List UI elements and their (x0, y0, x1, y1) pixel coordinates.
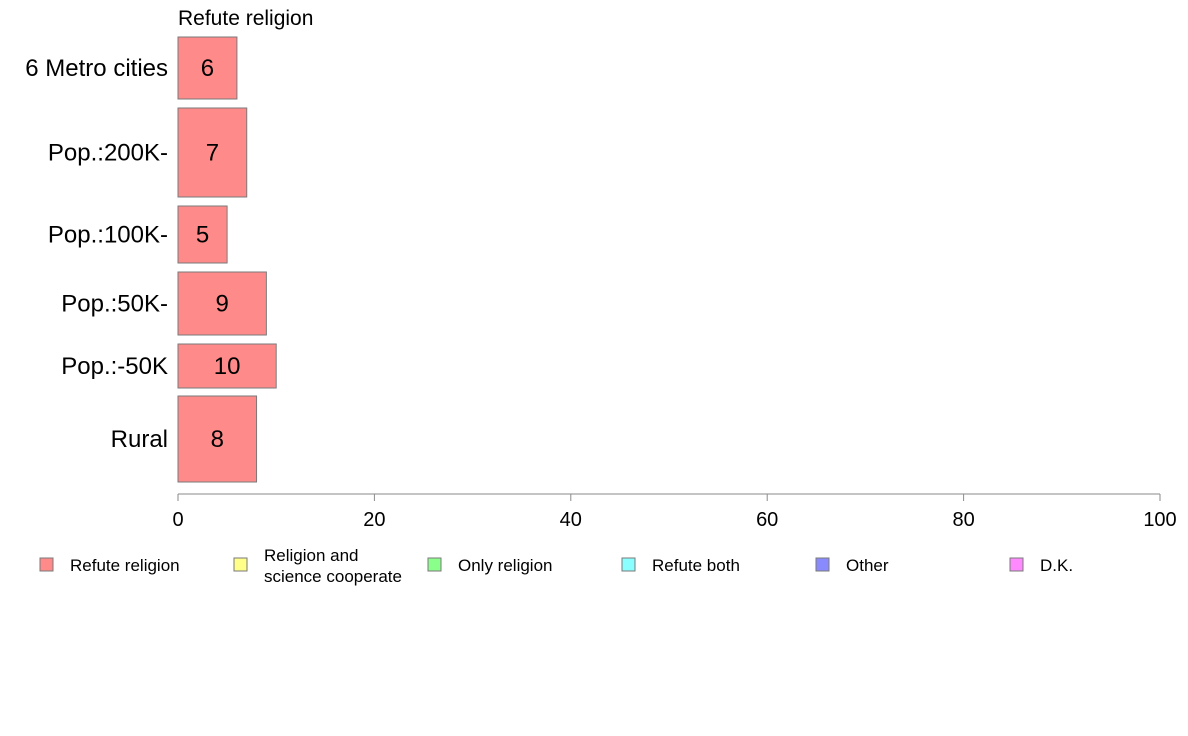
category-label: Pop.:200K- (48, 140, 168, 167)
bar-value-label: 10 (214, 353, 241, 380)
legend-label: D.K. (1040, 556, 1073, 575)
category-label: Pop.:50K- (61, 291, 168, 318)
legend-label: Only religion (458, 556, 553, 575)
legend-label: Other (846, 556, 889, 575)
category-label: Pop.:-50K (61, 353, 168, 380)
x-tick-label: 20 (363, 509, 385, 531)
bar-1 (177, 36, 238, 100)
bar-value-label: 9 (216, 291, 229, 318)
legend-label: Religion and science cooperate (264, 546, 402, 586)
x-tick-label: 100 (1143, 509, 1176, 531)
legend-swatch (39, 557, 54, 572)
bar-6 (177, 395, 258, 483)
bar-4 (177, 271, 267, 336)
bar-2 (177, 107, 248, 198)
legend-label: Refute both (652, 556, 740, 575)
legend-swatch (233, 557, 248, 572)
x-tick-label: 60 (756, 509, 778, 531)
x-tick-label: 40 (560, 509, 582, 531)
legend-swatch (427, 557, 442, 572)
legend-label: Refute religion (70, 556, 180, 575)
x-tick-label: 80 (952, 509, 974, 531)
bar-value-label: 6 (201, 55, 214, 82)
legend-swatch (621, 557, 636, 572)
x-axis: 0 20 40 60 80 100 (172, 493, 1177, 531)
chart-title: Refute religion (178, 7, 313, 30)
bar-3 (177, 205, 228, 264)
category-label: Rural (111, 426, 168, 453)
legend-swatch (1009, 557, 1024, 572)
category-label: Pop.:100K- (48, 222, 168, 249)
x-tick-label: 0 (172, 509, 183, 531)
bar-value-label: 8 (211, 426, 224, 453)
bar-value-label: 5 (196, 222, 209, 249)
bar-value-label: 7 (206, 140, 219, 167)
legend: Refute religion Religion and science coope… (39, 546, 1073, 586)
bar-5 (177, 343, 277, 389)
category-label: 6 Metro cities (25, 55, 168, 82)
legend-swatch (815, 557, 830, 572)
bars-layer: 6 6 Metro cities 7 Pop.:200K- 5 Pop.:100K- 9 Po… (25, 36, 277, 483)
